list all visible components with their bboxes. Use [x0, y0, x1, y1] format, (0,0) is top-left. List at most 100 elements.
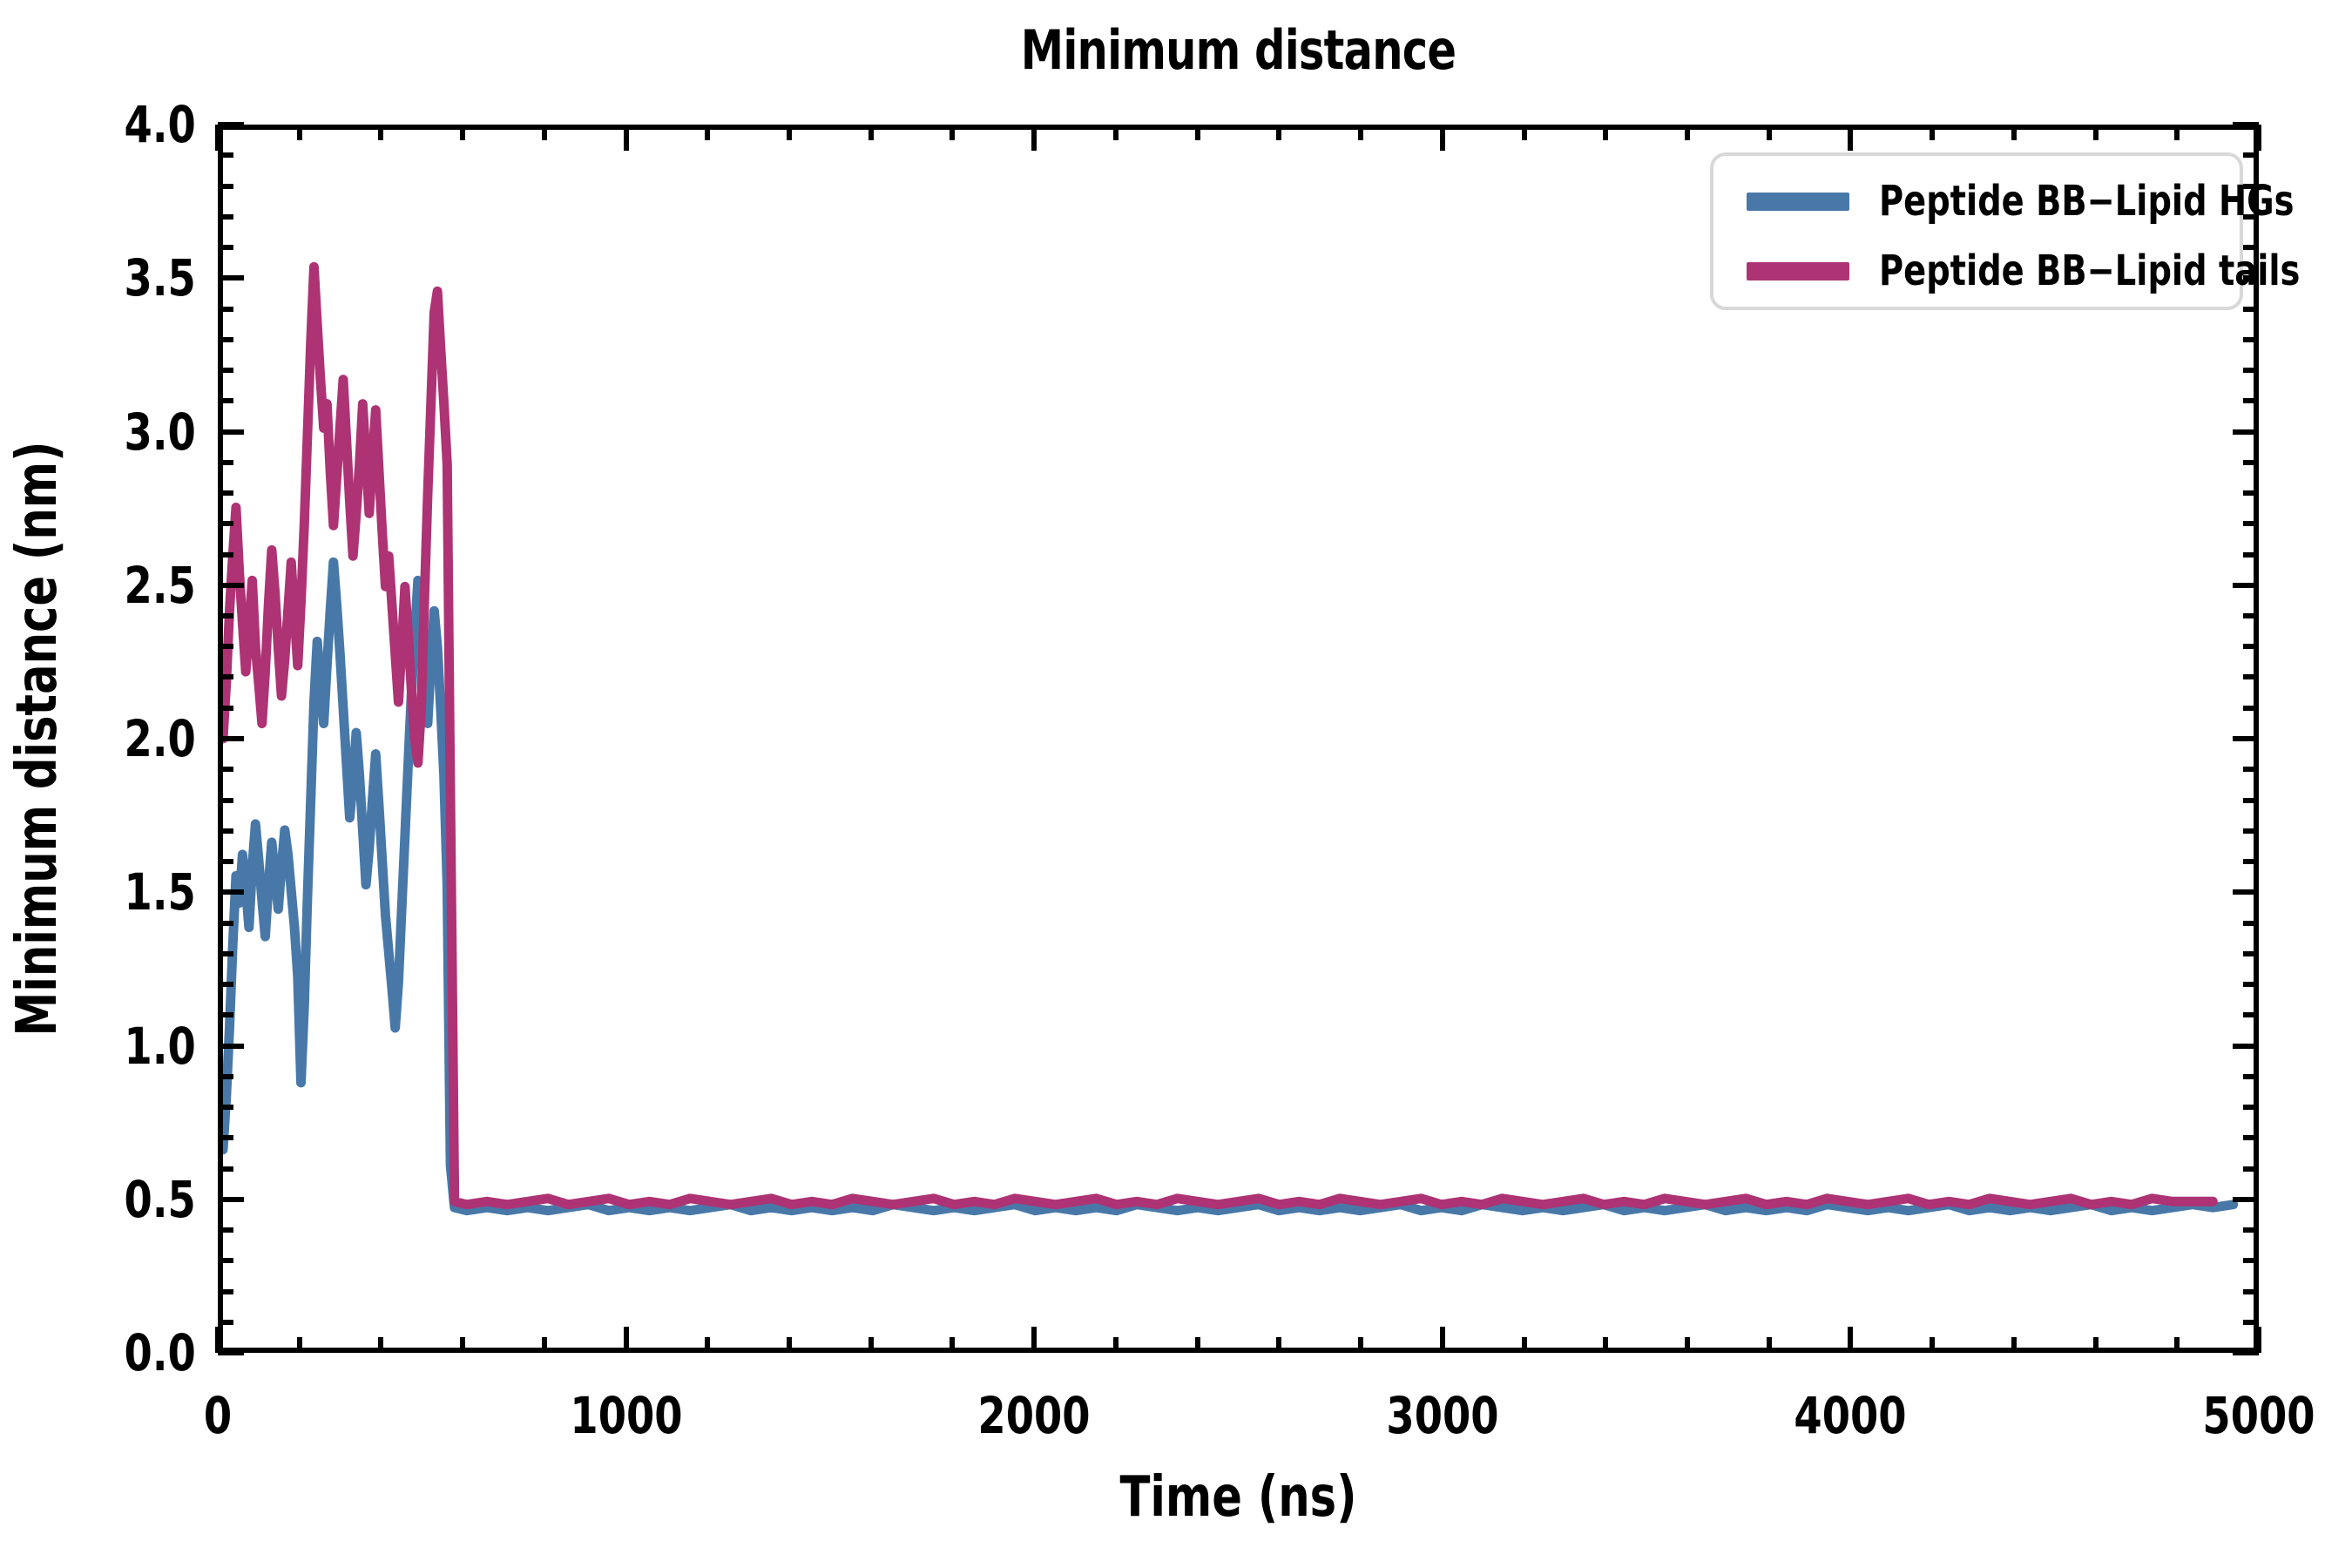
- x-tick-minor: [1603, 1337, 1608, 1353]
- x-tick-minor: [1930, 1337, 1935, 1353]
- y-tick-minor: [218, 828, 233, 834]
- legend: Peptide BB−Lipid HGs Peptide BB−Lipid ta…: [1710, 152, 2300, 310]
- y-tick-minor: [218, 337, 233, 342]
- x-axis-title: Time (ns): [1119, 1465, 1357, 1530]
- y-tick-minor: [218, 982, 233, 987]
- y-tick-minor: [218, 1074, 233, 1079]
- y-tick-minor: [218, 1166, 233, 1172]
- x-tick-major-top: [624, 125, 629, 151]
- y-tick-major-right: [2233, 1197, 2259, 1202]
- y-tick-minor-right: [2243, 214, 2259, 220]
- x-tick-minor-top: [2011, 125, 2017, 140]
- x-tick-major-top: [1031, 125, 1037, 151]
- data-lines-svg: [223, 261, 2239, 1216]
- y-tick-label: 0.0: [124, 1323, 196, 1382]
- x-tick-major: [1848, 1327, 1853, 1353]
- y-tick-minor: [218, 767, 233, 772]
- x-tick-minor: [297, 1337, 302, 1353]
- x-tick-minor: [868, 1337, 874, 1353]
- y-tick-minor: [218, 398, 233, 403]
- y-tick-minor-right: [2243, 184, 2259, 189]
- x-tick-minor: [705, 1337, 710, 1353]
- y-tick-minor: [218, 674, 233, 679]
- x-tick-minor-top: [297, 125, 302, 140]
- y-tick-minor-right: [2243, 674, 2259, 679]
- y-tick-minor-right: [2243, 921, 2259, 926]
- x-tick-minor-top: [2093, 125, 2099, 140]
- x-tick-minor-top: [1276, 125, 1281, 140]
- y-tick-minor: [218, 152, 233, 158]
- y-tick-minor: [218, 307, 233, 312]
- y-tick-label: 1.0: [124, 1016, 196, 1076]
- y-tick-major: [218, 1044, 244, 1049]
- legend-item[interactable]: Peptide BB−Lipid HGs: [1713, 166, 2294, 236]
- y-tick-minor: [218, 368, 233, 373]
- legend-color-swatch: [1747, 261, 1849, 280]
- y-tick-major-right: [2233, 736, 2259, 741]
- x-tick-major: [1031, 1327, 1037, 1353]
- y-tick-minor: [218, 1258, 233, 1263]
- y-tick-minor: [218, 214, 233, 220]
- y-tick-minor-right: [2243, 521, 2259, 526]
- y-tick-label: 4.0: [124, 95, 196, 154]
- x-tick-label: 2000: [977, 1386, 1091, 1445]
- x-tick-minor: [1113, 1337, 1119, 1353]
- x-tick-minor-top: [460, 125, 465, 140]
- x-tick-minor: [1358, 1337, 1363, 1353]
- y-tick-minor: [218, 1012, 233, 1017]
- y-tick-major-right: [2233, 889, 2259, 895]
- y-tick-minor-right: [2243, 460, 2259, 465]
- y-tick-minor-right: [2243, 828, 2259, 834]
- x-tick-major-top: [1848, 125, 1853, 151]
- y-tick-major: [218, 889, 244, 895]
- plot-area: [218, 125, 2259, 1353]
- x-tick-major-top: [2256, 125, 2261, 151]
- x-tick-minor: [1522, 1337, 1527, 1353]
- x-tick-label: 1000: [570, 1386, 683, 1445]
- y-tick-minor-right: [2243, 982, 2259, 987]
- y-tick-minor: [218, 1135, 233, 1140]
- x-tick-minor-top: [542, 125, 547, 140]
- y-tick-minor-right: [2243, 1012, 2259, 1017]
- x-tick-label: 0: [203, 1386, 233, 1445]
- y-tick-minor: [218, 460, 233, 465]
- series-line: [223, 261, 2218, 1210]
- y-tick-minor-right: [2243, 1166, 2259, 1172]
- y-tick-minor-right: [2243, 1074, 2259, 1079]
- y-tick-major: [218, 122, 244, 127]
- x-tick-minor-top: [1522, 125, 1527, 140]
- y-tick-major: [218, 736, 244, 741]
- x-tick-minor-top: [705, 125, 710, 140]
- x-tick-label: 4000: [1794, 1386, 1907, 1445]
- x-tick-minor: [2011, 1337, 2017, 1353]
- y-tick-minor-right: [2243, 1289, 2259, 1294]
- y-tick-major-right: [2233, 275, 2259, 280]
- x-tick-major: [624, 1327, 629, 1353]
- x-tick-minor: [2174, 1337, 2180, 1353]
- y-tick-minor: [218, 552, 233, 558]
- y-tick-minor-right: [2243, 1105, 2259, 1110]
- x-tick-minor: [2093, 1337, 2099, 1353]
- y-tick-minor-right: [2243, 152, 2259, 158]
- y-tick-minor-right: [2243, 398, 2259, 403]
- y-tick-minor: [218, 184, 233, 189]
- x-tick-minor: [787, 1337, 792, 1353]
- x-tick-minor: [1767, 1337, 1772, 1353]
- y-tick-major: [218, 1197, 244, 1202]
- y-tick-major: [218, 1350, 244, 1355]
- y-tick-minor-right: [2243, 706, 2259, 711]
- x-tick-minor-top: [787, 125, 792, 140]
- y-tick-minor: [218, 706, 233, 711]
- series-line: [223, 557, 2239, 1216]
- x-tick-minor-top: [1930, 125, 1935, 140]
- x-tick-minor-top: [950, 125, 955, 140]
- y-tick-minor: [218, 1227, 233, 1233]
- x-tick-minor-top: [1603, 125, 1608, 140]
- x-tick-minor: [460, 1337, 465, 1353]
- y-axis-title-text: Minimum distance (nm): [5, 441, 70, 1037]
- legend-item[interactable]: Peptide BB−Lipid tails: [1713, 236, 2300, 306]
- y-tick-minor-right: [2243, 368, 2259, 373]
- y-tick-minor-right: [2243, 1320, 2259, 1325]
- x-tick-minor-top: [1113, 125, 1119, 140]
